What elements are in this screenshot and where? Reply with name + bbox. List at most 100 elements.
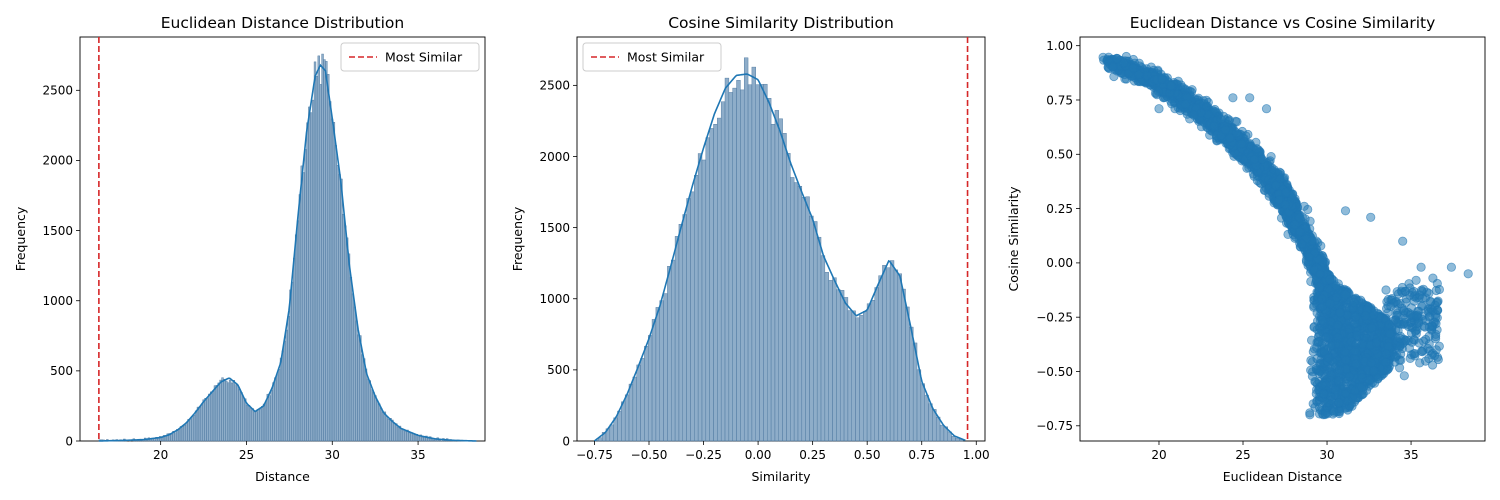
- histogram-bar: [866, 303, 872, 442]
- scatter-point: [1134, 70, 1144, 80]
- histogram-bar: [302, 172, 305, 442]
- kde-curve: [593, 73, 966, 442]
- histogram-bar: [874, 287, 879, 442]
- histogram-bar: [843, 297, 849, 442]
- histogram-bar: [281, 350, 285, 442]
- histogram-bar: [820, 255, 826, 442]
- scatter-point: [1245, 93, 1255, 103]
- histogram-bar: [196, 406, 200, 442]
- y-tick-label: 0.00: [1046, 256, 1073, 270]
- x-ticks: 20 25 30 35: [153, 441, 426, 462]
- histogram-bar: [438, 439, 441, 442]
- scatter-point: [1334, 397, 1344, 408]
- scatter-point: [1372, 338, 1382, 348]
- histogram-bar: [228, 379, 232, 442]
- scatter-point: [1109, 71, 1119, 82]
- scatter-point: [1319, 389, 1329, 399]
- chart-title: Euclidean Distance Distribution: [161, 14, 405, 32]
- scatter-point: [1446, 262, 1457, 272]
- x-tick-label: 0.25: [799, 448, 826, 462]
- histogram-bar: [274, 377, 277, 442]
- scatter-point: [1366, 212, 1376, 222]
- histogram-bar: [202, 399, 205, 442]
- scatter-point: [1428, 273, 1438, 283]
- scatter-point: [1157, 74, 1167, 85]
- histogram-bar: [177, 428, 181, 442]
- histogram-bar: [315, 75, 319, 442]
- y-tick-label: −0.25: [1036, 310, 1073, 324]
- histogram-bar: [208, 393, 211, 442]
- histogram-bar: [174, 432, 177, 442]
- histogram-bar: [423, 437, 426, 442]
- histogram-bar: [851, 310, 856, 442]
- scatter-point: [1418, 284, 1429, 294]
- histogram-bar: [276, 374, 279, 442]
- scatter-point: [1332, 292, 1342, 302]
- scatter-point: [1418, 336, 1429, 346]
- histogram-bar: [690, 191, 695, 442]
- y-tick-label: 500: [547, 363, 570, 377]
- histogram-bar: [682, 214, 687, 442]
- histogram-bar: [287, 316, 290, 442]
- scatter-point: [1341, 289, 1351, 300]
- scatter-point: [1098, 52, 1108, 62]
- histogram-bar: [709, 128, 714, 442]
- histogram-bar: [839, 290, 845, 442]
- scatter-point: [1341, 355, 1351, 365]
- histogram-bar: [805, 196, 810, 442]
- histogram-bar: [323, 59, 326, 442]
- histogram-bar: [404, 431, 407, 442]
- histogram-bar: [636, 364, 641, 442]
- histogram-bar: [421, 437, 424, 442]
- histogram-bar: [198, 406, 202, 442]
- histogram-bar: [194, 410, 198, 442]
- histogram-bar: [609, 424, 614, 442]
- histogram-bar: [245, 404, 249, 442]
- scatter-point: [1261, 104, 1272, 114]
- scatter-point: [1334, 365, 1345, 375]
- scatter-point: [1395, 363, 1405, 373]
- histogram-bar: [759, 84, 764, 442]
- histogram-bar: [234, 384, 237, 442]
- histogram-bar: [327, 74, 330, 442]
- histogram-bar: [272, 382, 275, 442]
- histogram-bar: [667, 266, 672, 442]
- histogram-bar: [809, 215, 814, 442]
- histogram-bar: [247, 405, 251, 442]
- scatter-point: [1415, 358, 1425, 368]
- x-tick-label: −0.50: [631, 448, 668, 462]
- y-ticks: −0.75 −0.50 −0.25 0.00 0.25 0.50 0.75 1.00: [1036, 39, 1080, 433]
- scatter-point: [1304, 252, 1314, 262]
- scatter-point: [1210, 104, 1220, 115]
- histogram-bar: [328, 101, 332, 442]
- axes-frame: [1079, 36, 1486, 442]
- histogram-bar: [379, 408, 383, 442]
- histogram-bar: [257, 409, 260, 442]
- scatter-point: [1434, 284, 1445, 295]
- histogram-bar: [613, 417, 618, 442]
- histogram-bar: [370, 389, 373, 442]
- scatter-point: [1400, 286, 1410, 297]
- scatter-point: [1340, 347, 1350, 357]
- scatter-point: [1398, 236, 1408, 246]
- histogram-bar: [260, 406, 264, 442]
- scatter-point: [1317, 315, 1327, 326]
- histogram-bar: [200, 404, 203, 442]
- histogram-bar: [236, 384, 239, 442]
- histogram-bar: [882, 265, 887, 442]
- histogram-bar: [338, 174, 341, 442]
- histogram-bar: [294, 234, 298, 442]
- histogram-bar: [935, 416, 941, 442]
- y-axis-label: Frequency: [13, 206, 28, 271]
- scatter-point: [1399, 306, 1409, 316]
- kde-curve: [98, 63, 477, 442]
- x-tick-label: 25: [239, 448, 254, 462]
- scatter-point: [1358, 339, 1368, 349]
- y-tick-label: 0: [562, 434, 570, 448]
- histogram-bar: [755, 84, 760, 442]
- chart-title: Cosine Similarity Distribution: [668, 14, 894, 32]
- histogram-bar: [349, 276, 353, 442]
- histogram-bar: [244, 398, 247, 442]
- euclidean-histogram-panel: 20 25 30 35 0 500 1000 1500 2000 2500 Euclidean …: [13, 14, 486, 484]
- scatter-point: [1367, 323, 1377, 333]
